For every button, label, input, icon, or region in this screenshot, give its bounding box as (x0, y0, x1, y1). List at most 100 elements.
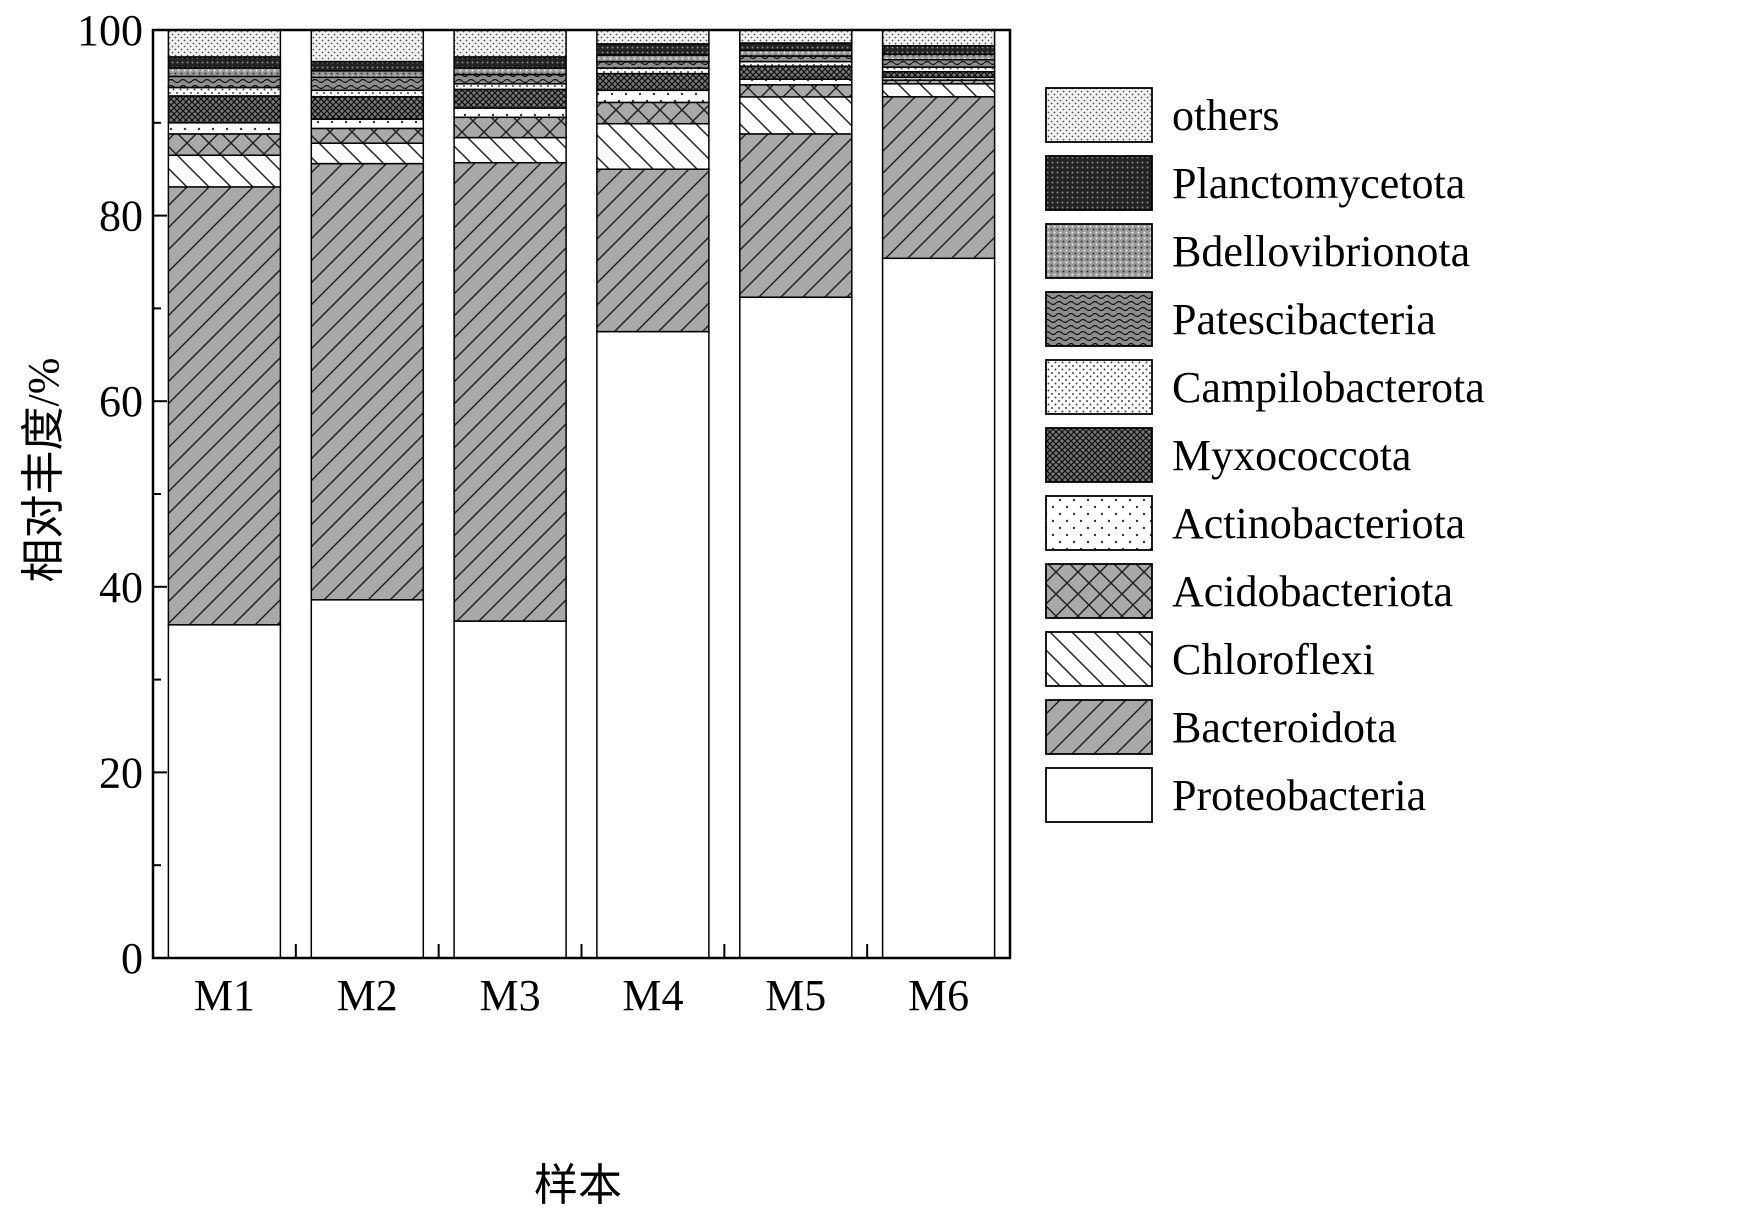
bar-segment-m5-myxococcota (739, 65, 853, 80)
bar-segment-m6-proteobacteria (881, 257, 996, 959)
legend-swatch (1045, 767, 1153, 823)
bar-segment-m5-bdellovibrionota (739, 49, 853, 57)
legend-entry-others: others (1045, 87, 1280, 143)
y-tick-label: 0 (121, 934, 143, 983)
bar-segment-m3-bdellovibrionota (453, 67, 567, 76)
x-tick-label-m5: M5 (765, 971, 826, 1020)
legend-swatch (1045, 563, 1153, 619)
legend-swatch (1045, 291, 1153, 347)
bar-stack-m2 (310, 29, 425, 959)
plot-frame (151, 28, 1012, 960)
legend-swatch (1045, 223, 1153, 279)
legend-entry-campilobacterota: Campilobacterota (1045, 359, 1485, 415)
bar-segment-m2-actinobacteriota (310, 118, 425, 130)
legend-swatch (1045, 87, 1153, 143)
x-axis-title: 样本 (534, 1161, 622, 1210)
bar-segment-m4-proteobacteria (596, 330, 710, 959)
bar-segment-m1-patescibacteria (167, 75, 282, 89)
bar-segment-m4-myxococcota (596, 72, 710, 92)
legend-label: others (1172, 91, 1280, 140)
bar-segment-m5-others (739, 29, 853, 44)
legend-entry-acidobacteriota: Acidobacteriota (1045, 563, 1453, 619)
bar-segment-m2-patescibacteria (310, 76, 425, 92)
bar-segment-m1-acidobacteriota (167, 133, 282, 156)
bar-segment-m3-acidobacteriota (453, 116, 567, 139)
bar-segment-m4-chloroflexi (596, 122, 710, 170)
bar-segment-m3-myxococcota (453, 88, 567, 109)
plot-border (151, 28, 1012, 960)
bar-segment-m5-chloroflexi (739, 96, 853, 135)
bar-segment-m5-planctomycetota (739, 42, 853, 52)
bar-segment-m5-bacteroidota (739, 133, 853, 298)
legend-swatch (1045, 631, 1153, 687)
bar-segment-m6-bacteroidota (881, 96, 996, 260)
bar-segment-m4-actinobacteriota (596, 89, 710, 104)
y-tick-label: 100 (77, 6, 143, 55)
legend-label: Acidobacteriota (1172, 567, 1453, 616)
bar-segment-m4-bdellovibrionota (596, 54, 710, 63)
legend-entry-planctomycetota: Planctomycetota (1045, 155, 1465, 211)
bar-segment-m1-myxococcota (167, 95, 282, 124)
legend-label: Campilobacterota (1172, 363, 1485, 412)
x-tick-label-m2: M2 (337, 971, 398, 1020)
legend-entry-actinobacteriota: Actinobacteriota (1045, 495, 1465, 551)
bar-segment-m5-acidobacteriota (739, 84, 853, 98)
bar-segment-m1-bacteroidota (167, 186, 282, 626)
bar-stack-m1 (167, 29, 282, 959)
legend-label: Actinobacteriota (1172, 499, 1465, 548)
bar-segment-m1-campilobacterota (167, 86, 282, 97)
legend-label: Bdellovibrionota (1172, 227, 1470, 276)
bar-segment-m3-proteobacteria (453, 620, 567, 959)
legend-swatch (1045, 155, 1153, 211)
bar-segment-m1-others (167, 29, 282, 58)
bar-segment-m5-proteobacteria (739, 296, 853, 959)
bar-segment-m3-bacteroidota (453, 161, 567, 622)
bar-segment-m3-actinobacteriota (453, 107, 567, 119)
bar-segment-m4-acidobacteriota (596, 101, 710, 125)
bar-segment-m1-proteobacteria (167, 624, 282, 959)
legend-swatch (1045, 359, 1153, 415)
legend-swatch (1045, 427, 1153, 483)
bar-segment-m3-planctomycetota (453, 56, 567, 69)
bar-segment-m1-chloroflexi (167, 154, 282, 188)
x-tick-label-m1: M1 (194, 971, 255, 1020)
legend-swatch (1045, 495, 1153, 551)
y-axis-title: 相对丰度/% (19, 358, 68, 583)
legend-label: Myxococcota (1172, 431, 1411, 480)
y-tick-label: 60 (99, 377, 143, 426)
bar-segment-m4-patescibacteria (596, 60, 710, 69)
x-tick-label-m3: M3 (480, 971, 541, 1020)
bar-segment-m4-planctomycetota (596, 43, 710, 56)
bar-segment-m5-patescibacteria (739, 55, 853, 63)
x-tick-label-m6: M6 (908, 971, 969, 1020)
legend-entry-bdellovibrionota: Bdellovibrionota (1045, 223, 1470, 279)
y-tick-label: 20 (99, 748, 143, 797)
legend-entry-bacteroidota: Bacteroidota (1045, 699, 1397, 755)
bar-stack-m4 (596, 29, 710, 959)
bar-segment-m2-chloroflexi (310, 142, 425, 165)
bar-segment-m2-acidobacteriota (310, 127, 425, 144)
bar-segment-m2-others (310, 29, 425, 63)
x-tick-label-m4: M4 (622, 971, 683, 1020)
bar-segment-m1-actinobacteriota (167, 122, 282, 135)
y-axis: 0 20 40 60 80 100 (77, 6, 167, 983)
legend-entry-chloroflexi: Chloroflexi (1045, 631, 1375, 687)
legend-label: Bacteroidota (1172, 703, 1397, 752)
bar-stack-m6 (881, 29, 996, 959)
legend: others Planctomycetota Bdellovibrionota Pat… (1045, 87, 1485, 823)
bar-stack-m5 (739, 29, 853, 959)
x-axis: M1 M2 M3 M4 M5 M6 (194, 944, 969, 1020)
y-tick-label: 80 (99, 192, 143, 241)
legend-entry-proteobacteria: Proteobacteria (1045, 767, 1426, 823)
bar-segment-m2-bdellovibrionota (310, 70, 425, 79)
legend-label: Patescibacteria (1172, 295, 1436, 344)
bar-segment-m1-bdellovibrionota (167, 67, 282, 78)
bar-segment-m3-others (453, 29, 567, 58)
bar-segment-m6-chloroflexi (881, 83, 996, 98)
bar-segment-m2-myxococcota (310, 96, 425, 120)
bar-stacks (167, 29, 996, 959)
bar-segment-m6-others (881, 29, 996, 47)
bar-stack-m3 (453, 29, 567, 959)
bar-segment-m3-patescibacteria (453, 73, 567, 85)
